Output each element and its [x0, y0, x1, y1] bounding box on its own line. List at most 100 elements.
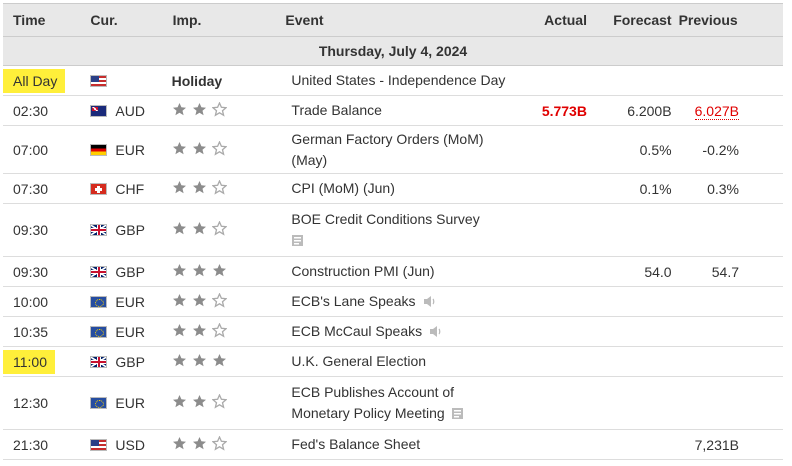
event-time: 21:30: [3, 429, 90, 460]
eu-flag-icon: [90, 295, 108, 308]
gb-flag-icon: [90, 265, 108, 278]
eu-flag-icon: [90, 325, 108, 338]
event-name-line1: German Factory Orders (MoM): [291, 130, 484, 147]
star-filled-icon: [172, 102, 187, 117]
star-filled-icon: [192, 102, 207, 117]
currency-code: AUD: [115, 102, 145, 119]
star-empty-icon: [211, 394, 227, 409]
currency-code: USD: [115, 436, 145, 453]
star-filled-icon: [172, 323, 187, 338]
star-empty-icon: [211, 221, 227, 236]
currency-code: GBP: [115, 353, 145, 370]
table-row[interactable]: 02:30 AUD Trade Balance 5.773B 6.200B 6.…: [3, 95, 783, 126]
star-filled-icon: [192, 180, 207, 195]
table-row[interactable]: 07:00 EUR German Factory Orders (MoM) (Ma…: [3, 125, 783, 174]
event-time: 12:30: [3, 376, 90, 430]
table-row[interactable]: 07:30 CHF CPI (MoM) (Jun) 0.1% 0.3%: [3, 173, 783, 204]
col-header-time[interactable]: Time: [3, 3, 90, 37]
table-row[interactable]: 09:30 GBP BOE Credit Conditions Survey: [3, 203, 783, 257]
event-time: 09:30: [3, 256, 90, 287]
event-name[interactable]: U.K. General Election: [284, 346, 519, 377]
col-header-actual[interactable]: Actual: [518, 3, 588, 37]
importance-stars: [172, 435, 227, 451]
currency-code: EUR: [115, 141, 145, 158]
us-flag-icon: [90, 438, 108, 451]
currency-code: GBP: [115, 263, 145, 280]
event-name[interactable]: Fed's Balance Sheet: [284, 429, 519, 460]
star-filled-icon: [192, 293, 207, 308]
event-time: 02:30: [3, 95, 90, 126]
event-time: 10:35: [3, 316, 90, 347]
table-row[interactable]: 09:30 GBP Construction PMI (Jun) 54.0 54…: [3, 256, 783, 287]
currency-code: EUR: [115, 395, 145, 411]
event-name[interactable]: Construction PMI (Jun): [284, 256, 519, 287]
currency-code: GBP: [115, 222, 145, 238]
event-name[interactable]: BOE Credit Conditions Survey: [291, 211, 480, 227]
document-icon[interactable]: [451, 405, 464, 419]
col-header-importance[interactable]: Imp.: [171, 3, 285, 37]
event-name-line2[interactable]: Monetary Policy Meeting: [291, 405, 445, 421]
event-time: 11:00: [3, 349, 55, 374]
star-filled-icon: [172, 394, 187, 409]
previous-value: 7,231B: [677, 429, 783, 460]
holiday-label: Holiday: [171, 65, 285, 96]
currency-code: EUR: [115, 323, 145, 340]
event-name[interactable]: ECB McCaul Speaks: [291, 323, 423, 339]
star-filled-icon: [172, 436, 187, 451]
previous-value: -0.2%: [677, 125, 783, 174]
star-filled-icon: [172, 180, 187, 195]
star-empty-icon: [211, 292, 227, 308]
event-name-line1[interactable]: ECB Publishes Account of: [291, 384, 455, 400]
document-icon[interactable]: [291, 232, 304, 246]
previous-value: 0.3%: [677, 173, 783, 204]
star-filled-icon: [192, 141, 207, 156]
importance-stars: [172, 221, 227, 236]
table-row[interactable]: 10:35 EUR ECB McCaul Speaks: [3, 316, 783, 347]
importance-stars: [172, 263, 227, 278]
importance-stars: [172, 292, 227, 308]
header-row: Time Cur. Imp. Event Actual Forecast Pre…: [3, 3, 783, 37]
star-filled-icon: [172, 293, 187, 308]
event-name[interactable]: United States - Independence Day: [284, 65, 519, 96]
importance-stars: [172, 179, 227, 195]
star-filled-icon: [172, 221, 187, 236]
star-filled-icon: [192, 221, 207, 236]
forecast-value: 54.0: [587, 256, 678, 287]
gb-flag-icon: [90, 355, 108, 368]
importance-stars: [172, 140, 227, 156]
event-name[interactable]: ECB's Lane Speaks: [291, 293, 416, 309]
event-name[interactable]: German Factory Orders (MoM) (May): [284, 125, 519, 174]
event-name[interactable]: Trade Balance: [284, 95, 519, 126]
gb-flag-icon: [90, 224, 108, 236]
calendar-table: Time Cur. Imp. Event Actual Forecast Pre…: [3, 3, 783, 460]
table-row[interactable]: 11:00 GBP U.K. General Election: [3, 346, 783, 377]
previous-value: 54.7: [677, 256, 783, 287]
star-filled-icon: [172, 141, 187, 156]
star-empty-icon: [211, 435, 227, 451]
col-header-currency[interactable]: Cur.: [89, 3, 172, 37]
importance-stars: [172, 322, 227, 338]
table-row[interactable]: 21:30 USD Fed's Balance Sheet 7,231B: [3, 429, 783, 460]
eu-flag-icon: [90, 397, 108, 409]
event-name[interactable]: CPI (MoM) (Jun): [284, 173, 519, 204]
event-time: 09:30: [3, 203, 90, 257]
star-empty-icon: [211, 179, 227, 195]
table-row[interactable]: All Day Holiday United States - Independ…: [3, 65, 783, 96]
star-filled-icon: [212, 263, 227, 278]
date-header: Thursday, July 4, 2024: [3, 36, 783, 66]
star-filled-icon: [192, 323, 207, 338]
speaker-icon[interactable]: [423, 293, 437, 307]
star-filled-icon: [192, 394, 207, 409]
col-header-previous[interactable]: Previous: [677, 3, 783, 37]
ch-flag-icon: [90, 182, 108, 195]
speaker-icon[interactable]: [429, 323, 443, 337]
event-time: 07:30: [3, 173, 90, 204]
star-filled-icon: [192, 436, 207, 451]
importance-stars: [172, 353, 227, 368]
col-header-event[interactable]: Event: [284, 3, 519, 37]
col-header-forecast[interactable]: Forecast: [587, 3, 678, 37]
table-row[interactable]: 12:30 EUR ECB Publishes Account of Moneta…: [3, 376, 783, 430]
previous-value[interactable]: 6.027B: [694, 102, 739, 120]
star-filled-icon: [212, 353, 227, 368]
table-row[interactable]: 10:00 EUR ECB's Lane Speaks: [3, 286, 783, 317]
